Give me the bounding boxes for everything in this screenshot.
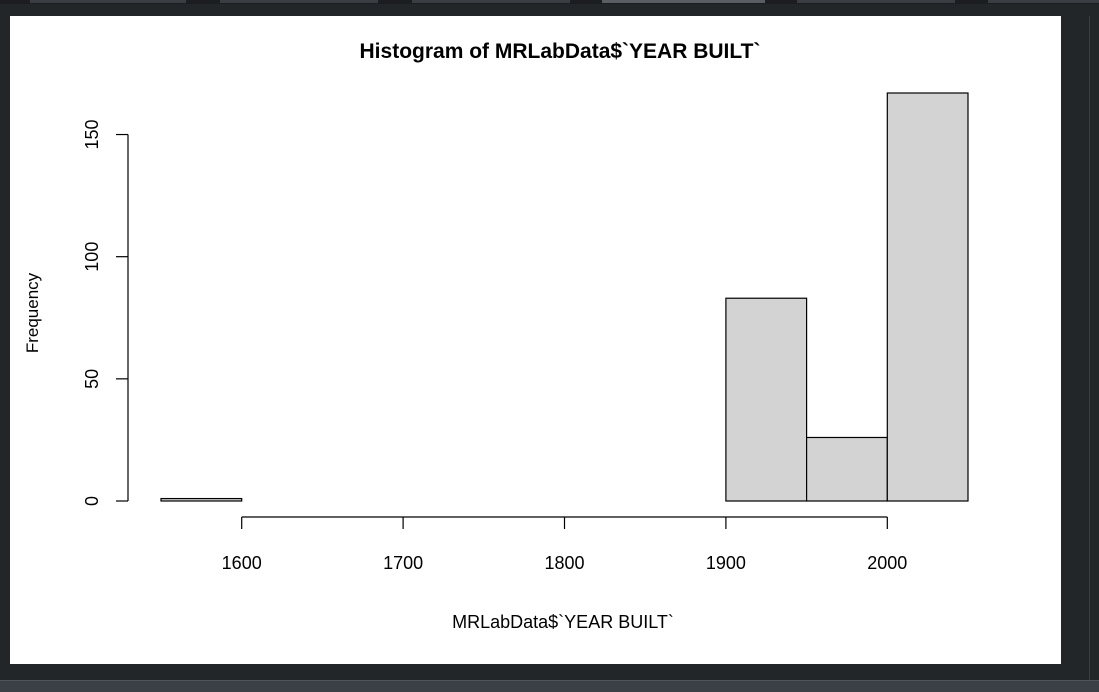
- y-tick-label-150: 150: [82, 120, 102, 150]
- tab-strip: [0, 0, 1099, 4]
- y-axis: 0 50 100 150: [82, 120, 129, 506]
- histogram-chart: Histogram of MRLabData$`YEAR BUILT` Freq…: [23, 40, 969, 632]
- y-tick-label-0: 0: [82, 496, 102, 506]
- x-axis: 1600 1700 1800 1900 2000: [222, 516, 907, 573]
- y-axis-label: Frequency: [23, 272, 42, 353]
- x-tick-label-2000: 2000: [867, 553, 907, 573]
- x-tick-label-1800: 1800: [544, 553, 584, 573]
- tab-5[interactable]: [797, 0, 955, 3]
- chart-title: Histogram of MRLabData$`YEAR BUILT`: [360, 40, 761, 63]
- histogram-bar-1900-1950: [725, 297, 808, 502]
- histogram-bar-1550-1600: [160, 497, 243, 502]
- right-gutter: [1061, 16, 1099, 680]
- x-axis-label: MRLabData$`YEAR BUILT`: [452, 612, 674, 632]
- histogram-bar-2000-2050: [886, 92, 969, 502]
- x-tick-label-1900: 1900: [706, 553, 746, 573]
- tab-6[interactable]: [988, 0, 1099, 3]
- x-tick-label-1600: 1600: [222, 553, 262, 573]
- bars-group: [160, 92, 969, 502]
- x-tick-label-1700: 1700: [383, 553, 423, 573]
- y-tick-label-50: 50: [82, 369, 102, 389]
- plot-panel: Histogram of MRLabData$`YEAR BUILT` Freq…: [10, 16, 1061, 664]
- y-tick-label-100: 100: [82, 242, 102, 272]
- right-divider[interactable]: [1089, 16, 1090, 680]
- histogram-bar-1950-2000: [805, 436, 888, 502]
- tab-3[interactable]: [412, 0, 570, 3]
- tab-4-active[interactable]: [602, 0, 765, 3]
- status-bar: [0, 680, 1099, 692]
- tab-1[interactable]: [30, 0, 186, 3]
- tab-2[interactable]: [220, 0, 378, 3]
